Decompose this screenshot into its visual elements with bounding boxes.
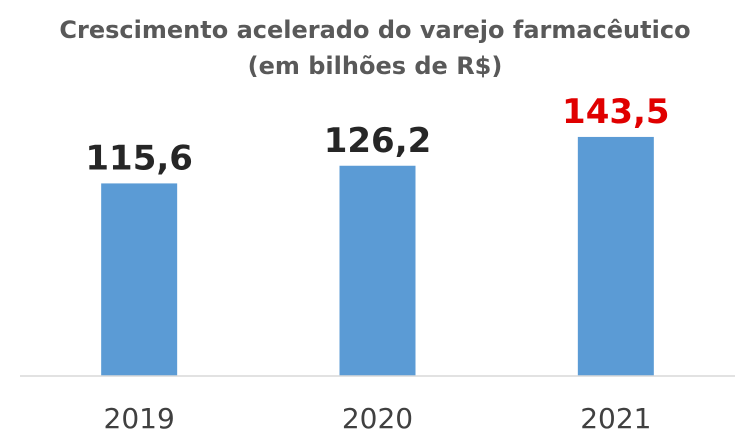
x-tick-label-2021: 2021: [580, 402, 651, 435]
x-tick-label-2019: 2019: [104, 402, 175, 435]
x-tick-label-2020: 2020: [342, 402, 413, 435]
data-label-2021: 143,5: [562, 92, 670, 132]
data-labels-layer: 115,6 126,2 143,5: [85, 92, 669, 178]
data-label-2020: 126,2: [324, 121, 432, 161]
chart-subtitle: (em bilhões de R$): [248, 52, 503, 80]
bar-2021: [577, 136, 654, 376]
bars-layer: [101, 136, 654, 376]
chart-title: Crescimento acelerado do varejo farmacêu…: [59, 16, 690, 44]
x-tick-labels-layer: 2019 2020 2021: [104, 402, 652, 435]
bar-2020: [339, 165, 416, 376]
bar-2019: [101, 183, 178, 376]
data-label-2019: 115,6: [85, 138, 193, 178]
